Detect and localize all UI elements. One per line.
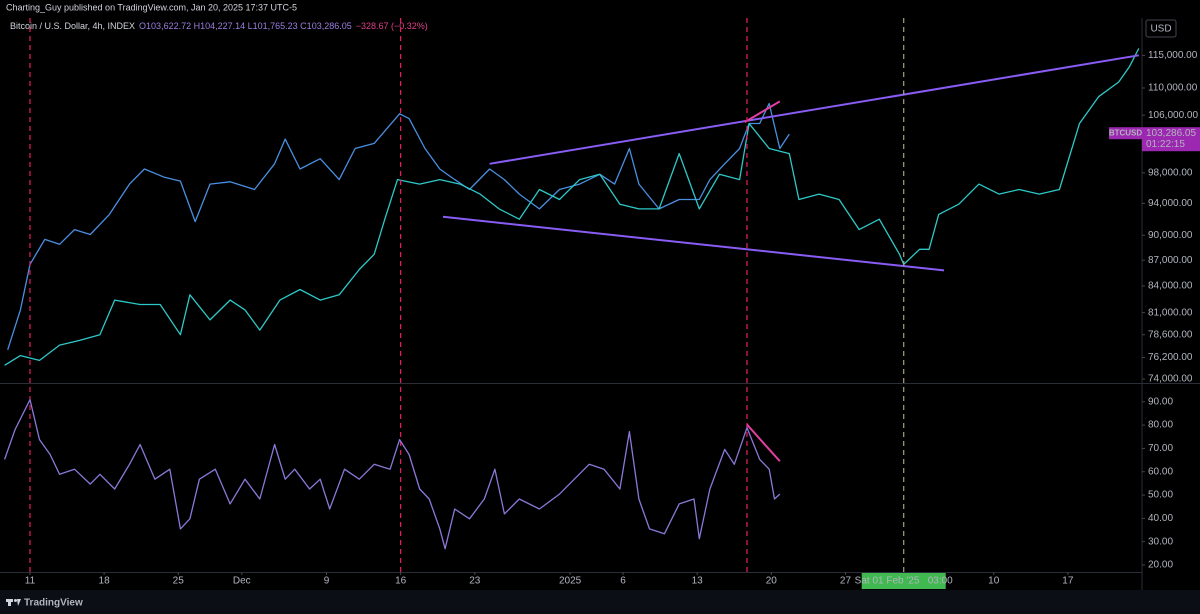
x-tick-label: 10 [988, 576, 1000, 587]
y-tick-label: 84,000.00 [1148, 281, 1193, 292]
y-tick-label: 106,000.00 [1148, 110, 1198, 121]
logo-part [8, 599, 11, 606]
y-tick-label: 20.00 [1148, 560, 1173, 571]
logo-part [14, 599, 17, 602]
crosshair-time-label: Sat 01 Feb '25 03:00 [855, 576, 954, 587]
y-tick-label: 90,000.00 [1148, 230, 1193, 241]
crosshair-time-box [861, 573, 946, 589]
last-price-symbol: BTCUSD [1109, 128, 1143, 137]
y-tick-label: 115,000.00 [1148, 50, 1198, 61]
x-tick-label: 20 [766, 576, 778, 587]
y-tick-label: 94,000.00 [1148, 198, 1193, 209]
publisher-line: Charting_Guy published on TradingView.co… [6, 2, 297, 12]
y-tick-label: 110,000.00 [1148, 83, 1198, 94]
footer-brand: TradingView [24, 598, 83, 609]
change: −328.67 (−0.32%) [356, 21, 428, 31]
trendline [746, 423, 781, 462]
x-tick-label: 17 [1062, 576, 1074, 587]
last-price-box [1142, 127, 1200, 152]
x-tick-label: Dec [233, 576, 251, 587]
last-price-countdown: 01:22:15 [1146, 139, 1185, 150]
legend: Bitcoin / U.S. Dollar, 4h, INDEX O103,622… [10, 21, 428, 31]
x-tick-label: 23 [469, 576, 481, 587]
y-tick-label: 87,000.00 [1148, 255, 1193, 266]
currency-label[interactable]: USD [1150, 24, 1171, 35]
x-tick-label: 6 [620, 576, 626, 587]
trendline [442, 215, 945, 272]
logo-part [17, 599, 21, 606]
x-tick-label: 25 [173, 576, 185, 587]
x-tick-label: 9 [324, 576, 330, 587]
y-tick-label: 76,200.00 [1148, 352, 1193, 363]
series-line [4, 48, 1140, 366]
ohlc: O103,622.72 H104,227.14 L101,765.23 C103… [139, 21, 352, 31]
x-tick-label: 16 [395, 576, 407, 587]
y-tick-label: 40.00 [1148, 513, 1173, 524]
x-tick-label: 11 [25, 576, 36, 587]
y-tick-label: 50.00 [1148, 490, 1173, 501]
footer-bar [0, 590, 1200, 614]
y-tick-label: 98,000.00 [1148, 167, 1193, 178]
tv-logo [6, 599, 21, 606]
x-tick-label: 13 [692, 576, 704, 587]
y-tick-label: 60.00 [1148, 466, 1173, 477]
y-tick-label: 30.00 [1148, 536, 1173, 547]
currency-button[interactable] [1145, 19, 1177, 38]
y-tick-label: 70.00 [1148, 443, 1173, 454]
last-price-label: 103,286.05 [1146, 128, 1196, 139]
y-tick-label: 78,600.00 [1148, 329, 1193, 340]
x-tick-label: 27 [840, 576, 852, 587]
last-price-symbol-box [1109, 127, 1142, 140]
y-tick-label: 74,000.00 [1148, 374, 1193, 385]
trendline [744, 100, 781, 123]
x-tick-label: 2025 [559, 576, 582, 587]
symbol: Bitcoin / U.S. Dollar, 4h, INDEX [10, 21, 135, 31]
trendline [489, 54, 1139, 165]
x-tick-label: 18 [99, 576, 111, 587]
series-line [3, 399, 781, 550]
y-tick-label: 90.00 [1148, 396, 1173, 407]
y-tick-label: 80.00 [1148, 420, 1173, 431]
y-tick-label: 81,000.00 [1148, 307, 1193, 318]
